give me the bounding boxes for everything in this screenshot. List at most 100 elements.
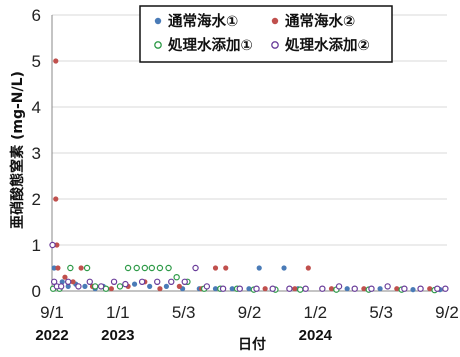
series-4 bbox=[49, 241, 449, 292]
data-point bbox=[53, 58, 59, 64]
data-point bbox=[110, 278, 118, 285]
y-tick-labels: 0 1 2 3 4 5 6 bbox=[32, 6, 41, 301]
y-tick-label: 0 bbox=[32, 282, 41, 301]
year-label: 2024 bbox=[299, 327, 333, 344]
data-point bbox=[417, 285, 424, 292]
data-point bbox=[97, 283, 105, 290]
data-point bbox=[256, 265, 262, 271]
data-point bbox=[442, 285, 449, 292]
data-point bbox=[212, 265, 219, 271]
data-point bbox=[319, 285, 326, 292]
data-point bbox=[154, 278, 161, 285]
data-point bbox=[176, 283, 182, 289]
data-points bbox=[49, 58, 449, 294]
data-point bbox=[168, 278, 175, 285]
data-point bbox=[434, 285, 441, 292]
y-tick-label: 3 bbox=[32, 144, 41, 163]
data-point bbox=[281, 265, 287, 271]
x-tick-label: 1/2 bbox=[304, 303, 328, 322]
data-point bbox=[427, 286, 433, 292]
data-point bbox=[173, 274, 180, 281]
data-point bbox=[368, 285, 375, 292]
data-point bbox=[344, 286, 350, 292]
data-point bbox=[102, 285, 110, 292]
data-point bbox=[328, 286, 335, 292]
data-point bbox=[65, 283, 71, 289]
data-point bbox=[86, 278, 93, 285]
series-2 bbox=[53, 58, 433, 292]
legend-label: 通常海水② bbox=[285, 12, 355, 30]
data-point bbox=[70, 279, 76, 285]
data-point bbox=[246, 286, 252, 292]
data-point bbox=[147, 283, 153, 289]
data-point bbox=[141, 264, 149, 272]
x-axis-title: 日付 bbox=[238, 336, 266, 353]
data-point bbox=[133, 264, 140, 272]
x-tick-label: 1/1 bbox=[106, 303, 130, 322]
data-point bbox=[49, 241, 56, 249]
data-point bbox=[55, 265, 61, 271]
data-point bbox=[91, 283, 99, 290]
data-point bbox=[229, 286, 235, 292]
data-point bbox=[51, 265, 57, 271]
y-tick-label: 2 bbox=[32, 190, 41, 209]
x-tick-label: 9/1 bbox=[40, 303, 64, 322]
data-point bbox=[292, 286, 298, 292]
data-point bbox=[156, 264, 164, 272]
legend-label: 通常海水① bbox=[168, 12, 238, 30]
legend-marker bbox=[271, 41, 279, 49]
data-point bbox=[192, 264, 199, 272]
x-tick-label: 5/3 bbox=[369, 303, 393, 322]
data-point bbox=[401, 285, 408, 292]
data-point bbox=[377, 286, 383, 292]
data-point bbox=[181, 278, 188, 285]
y-tick-label: 4 bbox=[32, 98, 41, 117]
data-point bbox=[148, 264, 156, 272]
data-point bbox=[384, 283, 391, 290]
data-point bbox=[203, 283, 211, 290]
data-point bbox=[50, 278, 58, 285]
y-tick-label: 1 bbox=[32, 236, 41, 255]
y-axis-title: 亜硝酸態窒素 (mg-N/L) bbox=[9, 71, 26, 229]
year-label: 2022 bbox=[35, 327, 68, 344]
data-point bbox=[394, 286, 400, 292]
data-point bbox=[305, 265, 311, 271]
data-point bbox=[269, 285, 276, 292]
data-point bbox=[75, 283, 82, 290]
data-point bbox=[83, 264, 91, 272]
data-point bbox=[351, 285, 358, 292]
data-point bbox=[57, 283, 65, 290]
legend-marker bbox=[271, 17, 279, 25]
data-point bbox=[157, 286, 163, 292]
data-point bbox=[67, 264, 74, 272]
data-point bbox=[253, 285, 260, 292]
legend-label: 処理水添加② bbox=[285, 36, 370, 54]
data-point bbox=[78, 265, 84, 271]
legend-label: 処理水添加① bbox=[168, 36, 253, 54]
data-point bbox=[262, 286, 268, 292]
data-point bbox=[131, 281, 138, 287]
x-tick-labels: 9/1 1/1 5/3 9/2 1/2 5/3 9/2 bbox=[40, 303, 459, 322]
legend-marker bbox=[154, 41, 162, 49]
data-point bbox=[335, 283, 343, 290]
data-point bbox=[163, 283, 169, 289]
y-tick-label: 5 bbox=[32, 52, 41, 71]
data-point bbox=[297, 286, 304, 293]
legend-marker bbox=[154, 17, 162, 25]
legend: 通常海水① 通常海水② 処理水添加① 処理水添加② bbox=[139, 5, 393, 63]
y-tick-label: 6 bbox=[32, 6, 41, 25]
data-point bbox=[122, 280, 129, 288]
data-point bbox=[410, 287, 416, 293]
data-point bbox=[54, 242, 60, 248]
data-point bbox=[286, 285, 293, 292]
data-point bbox=[53, 196, 59, 202]
data-point bbox=[116, 283, 124, 290]
legend-box bbox=[139, 5, 393, 63]
data-point bbox=[236, 285, 243, 292]
year-labels: 2022 2023 2024 bbox=[35, 327, 332, 344]
data-point bbox=[64, 278, 72, 285]
data-point bbox=[212, 286, 219, 292]
data-point bbox=[302, 285, 309, 292]
data-point bbox=[124, 264, 132, 272]
